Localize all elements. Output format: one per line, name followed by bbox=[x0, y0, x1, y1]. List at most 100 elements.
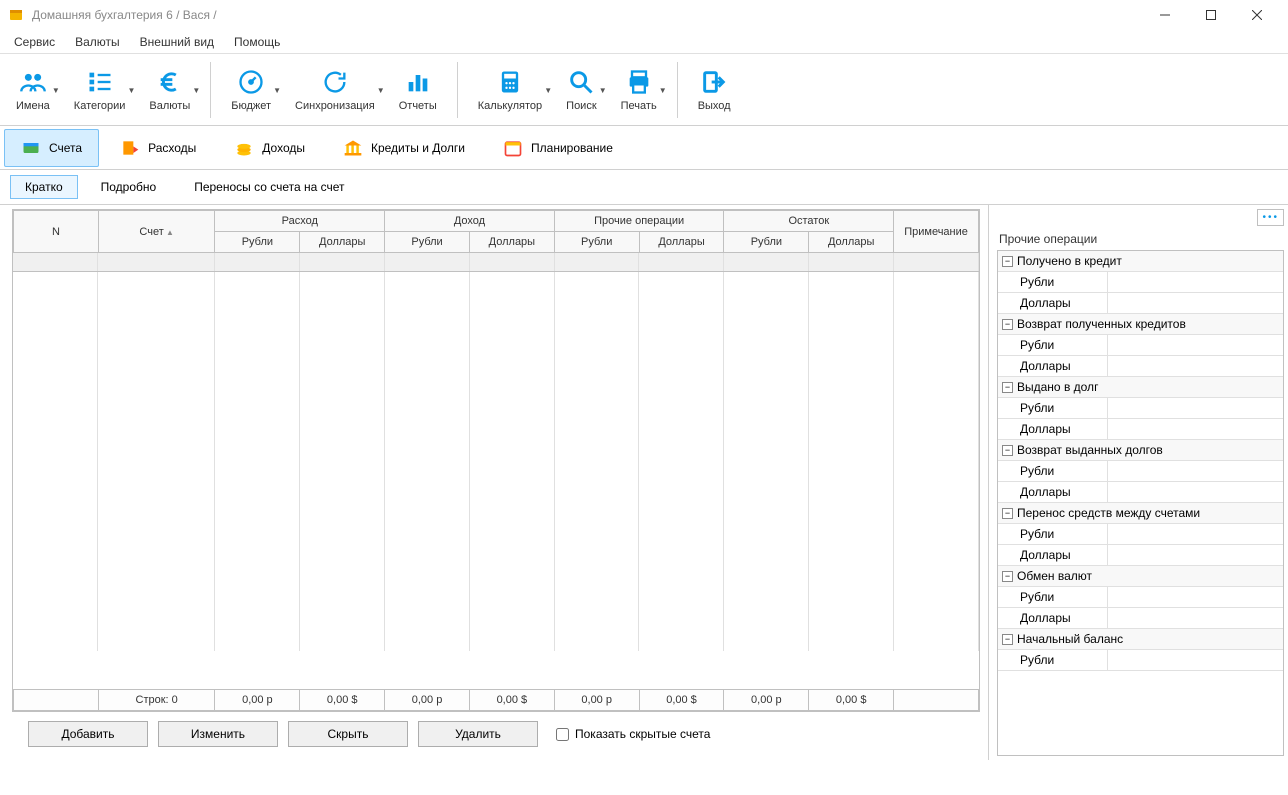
panel-group-label: Перенос средств между счетами bbox=[1017, 506, 1200, 520]
gauge-icon bbox=[237, 68, 265, 96]
col-account[interactable]: Счет bbox=[98, 211, 215, 253]
panel-group-label: Обмен валют bbox=[1017, 569, 1092, 583]
bottom-bar: Добавить Изменить Скрыть Удалить Показат… bbox=[12, 712, 980, 756]
toolbar-sync[interactable]: Синхронизация▼ bbox=[283, 58, 387, 122]
panel-row-value bbox=[1108, 482, 1283, 502]
panel-toggle[interactable]: ••• bbox=[1257, 209, 1284, 226]
toolbar-names[interactable]: Имена▼ bbox=[4, 58, 62, 122]
panel-group-label: Получено в кредит bbox=[1017, 254, 1122, 268]
panel-row[interactable]: Рубли bbox=[998, 461, 1283, 482]
show-hidden-checkbox[interactable]: Показать скрытые счета bbox=[556, 727, 710, 741]
panel-row-value bbox=[1108, 272, 1283, 292]
rows-count: Строк: 0 bbox=[98, 690, 215, 711]
collapse-icon: − bbox=[1002, 445, 1013, 456]
toolbar-calculator[interactable]: Калькулятор▼ bbox=[466, 58, 554, 122]
collapse-icon: − bbox=[1002, 256, 1013, 267]
panel-row[interactable]: Рубли bbox=[998, 335, 1283, 356]
panel-row[interactable]: Доллары bbox=[998, 419, 1283, 440]
panel-row-label: Рубли bbox=[998, 272, 1108, 292]
panel-row-label: Рубли bbox=[998, 335, 1108, 355]
panel-row[interactable]: Рубли bbox=[998, 524, 1283, 545]
panel-row[interactable]: Доллары bbox=[998, 608, 1283, 629]
panel-title: Прочие операции bbox=[999, 232, 1284, 246]
titlebar: Домашняя бухгалтерия 6 / Вася / bbox=[0, 0, 1288, 30]
nav-tabs: Счета Расходы Доходы Кредиты и Долги Пла… bbox=[0, 126, 1288, 170]
menu-help[interactable]: Помощь bbox=[224, 31, 290, 53]
delete-button[interactable]: Удалить bbox=[418, 721, 538, 747]
panel-row[interactable]: Рубли bbox=[998, 398, 1283, 419]
col-other[interactable]: Прочие операции bbox=[554, 211, 724, 232]
panel-row[interactable]: Рубли bbox=[998, 587, 1283, 608]
col-expense-rub[interactable]: Рубли bbox=[215, 232, 300, 253]
panel-row[interactable]: Рубли bbox=[998, 272, 1283, 293]
tab-credits[interactable]: Кредиты и Долги bbox=[326, 129, 482, 167]
panel-group-header[interactable]: −Начальный баланс bbox=[998, 629, 1283, 650]
toolbar-search[interactable]: Поиск▼ bbox=[554, 58, 608, 122]
close-button[interactable] bbox=[1234, 0, 1280, 30]
panel-group-header[interactable]: −Возврат выданных долгов bbox=[998, 440, 1283, 461]
tab-accounts[interactable]: Счета bbox=[4, 129, 99, 167]
menubar: Сервис Валюты Внешний вид Помощь bbox=[0, 30, 1288, 54]
panel-row[interactable]: Доллары bbox=[998, 545, 1283, 566]
toolbar: Имена▼ Категории▼ Валюты▼ Бюджет▼ Синхро… bbox=[0, 54, 1288, 126]
menu-view[interactable]: Внешний вид bbox=[130, 31, 224, 53]
col-balance[interactable]: Остаток bbox=[724, 211, 894, 232]
toolbar-print[interactable]: Печать▼ bbox=[609, 58, 669, 122]
toolbar-reports[interactable]: Отчеты bbox=[387, 58, 449, 122]
income-icon bbox=[234, 138, 254, 158]
panel-group-header[interactable]: −Получено в кредит bbox=[998, 251, 1283, 272]
show-hidden-input[interactable] bbox=[556, 728, 569, 741]
panel-row[interactable]: Рубли bbox=[998, 650, 1283, 671]
col-balance-usd[interactable]: Доллары bbox=[809, 232, 894, 253]
users-icon bbox=[19, 68, 47, 96]
panel-row-value bbox=[1108, 356, 1283, 376]
subtab-transfers[interactable]: Переносы со счета на счет bbox=[179, 175, 359, 199]
table-body[interactable] bbox=[13, 253, 979, 689]
panel-row[interactable]: Доллары bbox=[998, 293, 1283, 314]
panel-row-value bbox=[1108, 419, 1283, 439]
toolbar-exit[interactable]: Выход bbox=[686, 58, 743, 122]
panel-group-header[interactable]: −Выдано в долг bbox=[998, 377, 1283, 398]
col-income-usd[interactable]: Доллары bbox=[469, 232, 554, 253]
col-income-rub[interactable]: Рубли bbox=[385, 232, 470, 253]
subtab-brief[interactable]: Кратко bbox=[10, 175, 78, 199]
panel-row-value bbox=[1108, 587, 1283, 607]
add-button[interactable]: Добавить bbox=[28, 721, 148, 747]
panel-row-value bbox=[1108, 524, 1283, 544]
edit-button[interactable]: Изменить bbox=[158, 721, 278, 747]
collapse-icon: − bbox=[1002, 319, 1013, 330]
col-note[interactable]: Примечание bbox=[894, 211, 979, 253]
col-balance-rub[interactable]: Рубли bbox=[724, 232, 809, 253]
panel-group-header[interactable]: −Возврат полученных кредитов bbox=[998, 314, 1283, 335]
bank-icon bbox=[343, 138, 363, 158]
toolbar-budget[interactable]: Бюджет▼ bbox=[219, 58, 283, 122]
panel-row-label: Доллары bbox=[998, 419, 1108, 439]
col-expense-usd[interactable]: Доллары bbox=[300, 232, 385, 253]
panel-group-header[interactable]: −Обмен валют bbox=[998, 566, 1283, 587]
panel-row[interactable]: Доллары bbox=[998, 482, 1283, 503]
panel-group-header[interactable]: −Перенос средств между счетами bbox=[998, 503, 1283, 524]
maximize-button[interactable] bbox=[1188, 0, 1234, 30]
panel-scroll[interactable]: −Получено в кредитРублиДоллары−Возврат п… bbox=[998, 251, 1283, 755]
chevron-down-icon: ▼ bbox=[544, 86, 552, 95]
col-income[interactable]: Доход bbox=[385, 211, 555, 232]
chevron-down-icon: ▼ bbox=[659, 86, 667, 95]
panel-row-value bbox=[1108, 650, 1283, 670]
toolbar-categories[interactable]: Категории▼ bbox=[62, 58, 138, 122]
menu-currencies[interactable]: Валюты bbox=[65, 31, 130, 53]
hide-button[interactable]: Скрыть bbox=[288, 721, 408, 747]
minimize-button[interactable] bbox=[1142, 0, 1188, 30]
panel-row[interactable]: Доллары bbox=[998, 356, 1283, 377]
col-other-usd[interactable]: Доллары bbox=[639, 232, 724, 253]
col-n[interactable]: N bbox=[14, 211, 99, 253]
panel-row-label: Рубли bbox=[998, 461, 1108, 481]
tab-planning[interactable]: Планирование bbox=[486, 129, 630, 167]
tab-income[interactable]: Доходы bbox=[217, 129, 322, 167]
menu-service[interactable]: Сервис bbox=[4, 31, 65, 53]
subtab-detail[interactable]: Подробно bbox=[86, 175, 172, 199]
toolbar-currencies[interactable]: Валюты▼ bbox=[137, 58, 202, 122]
tab-expenses[interactable]: Расходы bbox=[103, 129, 213, 167]
col-other-rub[interactable]: Рубли bbox=[554, 232, 639, 253]
panel-group-label: Начальный баланс bbox=[1017, 632, 1123, 646]
col-expense[interactable]: Расход bbox=[215, 211, 385, 232]
